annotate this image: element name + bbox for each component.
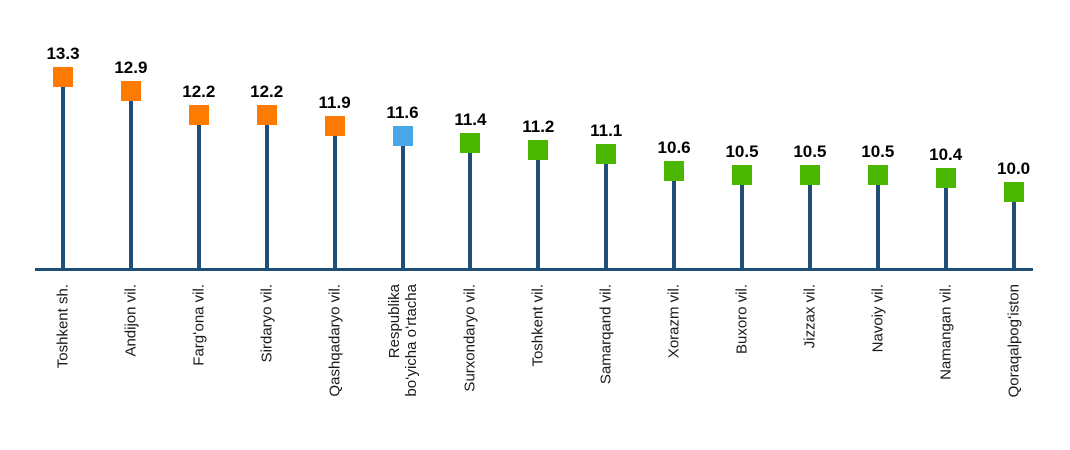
value-label: 10.5 [793,141,827,161]
value-label: 12.2 [250,82,284,102]
value-label: 10.5 [725,141,759,161]
lollipop-stem [61,77,65,269]
value-label: 11.9 [318,92,351,112]
value-label: 10.5 [861,141,895,161]
lollipop-stem [128,91,133,269]
lollipop-stem [943,178,948,269]
data-point-marker [528,140,549,161]
data-point-marker [935,168,956,189]
value-label: 10.6 [657,138,691,158]
data-point-marker [799,164,820,185]
category-label: Navoiy vil. [869,284,887,353]
data-point-marker [324,115,345,136]
category-label: Sirdaryo vil. [258,284,276,363]
category-label: Xorazm vil. [665,284,683,359]
category-label: Andijon vil. [122,284,140,357]
value-label: 11.6 [386,103,419,123]
category-label: Jizzax vil. [801,284,819,349]
lollipop-stem [264,115,269,269]
category-label: Surxondaryo vil. [461,284,479,392]
category-label: Toshkent vil. [529,284,547,367]
category-label: Qashqadaryo vil. [326,284,344,397]
data-point-marker [460,133,481,154]
data-point-marker [256,105,277,126]
value-label: 12.2 [182,82,216,102]
data-point-marker [120,81,141,101]
value-label: 12.9 [114,58,148,77]
value-label: 11.2 [522,117,555,137]
lollipop-stem [875,174,880,269]
data-point-marker [1003,182,1024,203]
data-point-marker [53,67,73,88]
category-label: Buxoro vil. [733,284,751,355]
lollipop-stem [740,174,744,269]
lollipop-stem [468,143,473,269]
category-label: Namangan vil. [937,284,955,380]
data-point-marker [392,126,413,147]
category-label: Qoraqalpogʻiston [1005,284,1023,398]
value-label: 10.4 [929,145,963,165]
category-label: Respublika boʻyicha oʻrtacha [385,284,420,397]
value-label: 11.1 [590,120,623,140]
lollipop-stem [536,150,541,269]
category-label: Toshkent sh. [54,284,72,369]
lollipop-stem [400,136,405,269]
x-axis-line [35,268,1033,271]
category-label: Samarqand vil. [597,284,615,385]
lollipop-stem [672,171,677,269]
data-point-marker [732,164,752,185]
data-point-marker [867,164,888,185]
lollipop-stem [196,115,201,269]
lollipop-stem [1011,192,1016,269]
data-point-marker [188,105,209,126]
lollipop-stem [604,153,609,269]
lollipop-stem [332,125,337,269]
value-label: 11.4 [454,110,487,130]
value-label: 10.0 [997,159,1031,179]
value-label: 13.3 [46,44,80,64]
data-point-marker [596,143,617,164]
lollipop-stem [807,174,812,269]
data-point-marker [664,161,685,182]
category-label: Fargʻona vil. [190,284,208,366]
